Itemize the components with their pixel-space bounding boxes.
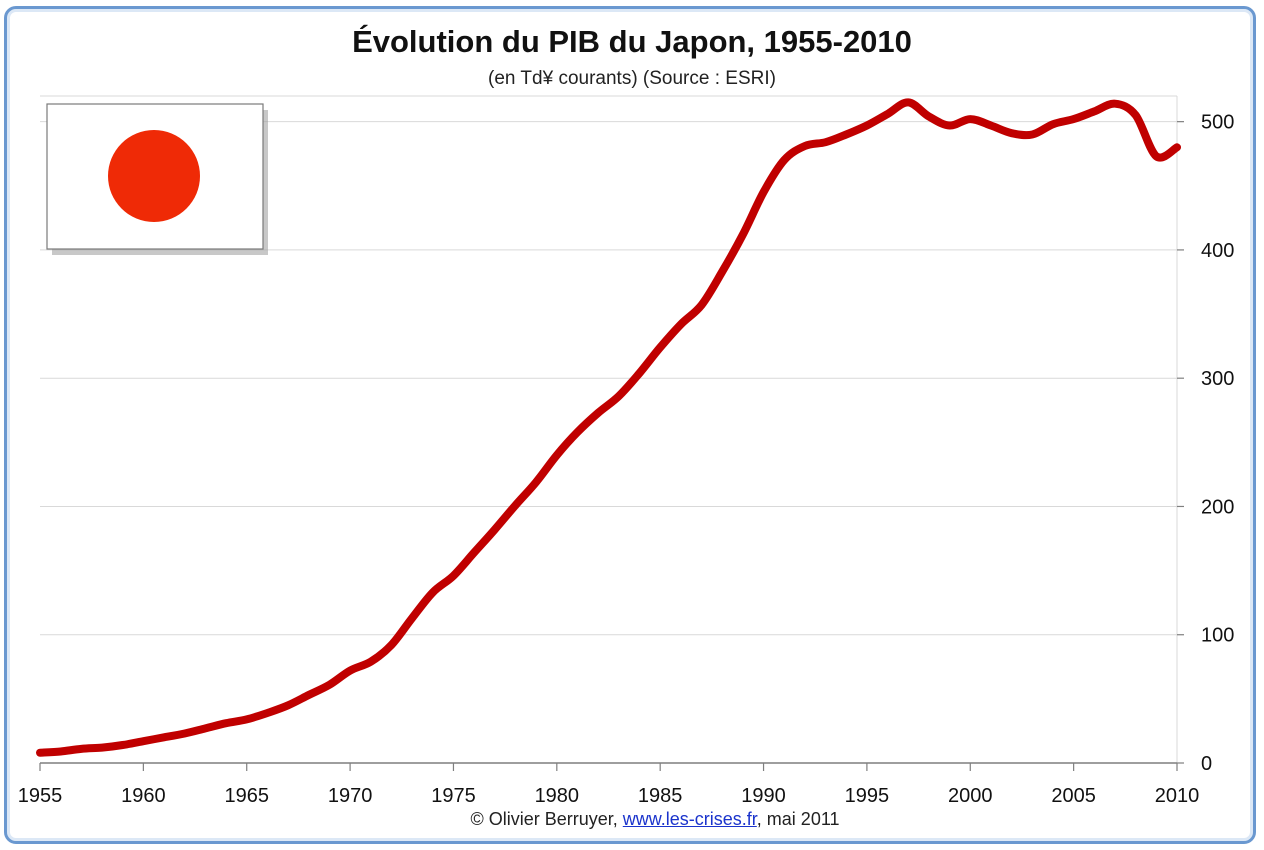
y-tick-label-500: 500 — [1201, 112, 1234, 134]
x-tick-label-1960: 1960 — [121, 785, 166, 807]
x-tick-label-1995: 1995 — [845, 785, 890, 807]
y-tick-label-100: 100 — [1201, 625, 1234, 647]
y-tick-label-300: 300 — [1201, 368, 1234, 390]
x-tick-label-1985: 1985 — [638, 785, 683, 807]
chart-title: Évolution du PIB du Japon, 1955-2010 — [352, 24, 912, 59]
x-tick-label-2005: 2005 — [1051, 785, 1096, 807]
flag-disc — [108, 130, 200, 222]
footer-link[interactable]: www.les-crises.fr — [622, 809, 757, 829]
japan-flag-icon — [46, 103, 268, 255]
footer-credit: © Olivier Berruyer, — [470, 809, 618, 829]
x-tick-label-2000: 2000 — [948, 785, 993, 807]
x-tick-label-1990: 1990 — [741, 785, 786, 807]
y-axis: 0 100 200 300 400 500 — [1177, 112, 1234, 775]
gdp-series-line — [36, 98, 1181, 757]
chart-footer: © Olivier Berruyer, www.les-crises.fr, m… — [0, 809, 1264, 830]
y-tick-label-200: 200 — [1201, 496, 1234, 518]
x-tick-label-1965: 1965 — [224, 785, 269, 807]
series-layer — [36, 98, 1181, 757]
x-tick-label-1980: 1980 — [535, 785, 580, 807]
x-axis: 1955 1960 1965 1970 1975 1980 1985 1990 1995 2000… — [18, 762, 1200, 807]
x-tick-label-2010: 2010 — [1155, 785, 1200, 807]
chart-subtitle: (en Td¥ courants) (Source : ESRI) — [488, 68, 776, 89]
x-tick-label-1955: 1955 — [18, 785, 63, 807]
y-tick-label-0: 0 — [1201, 753, 1212, 775]
footer-date: , mai 2011 — [756, 809, 840, 829]
x-tick-label-1975: 1975 — [431, 785, 476, 807]
x-tick-label-1970: 1970 — [328, 785, 373, 807]
y-tick-label-400: 400 — [1201, 240, 1234, 262]
